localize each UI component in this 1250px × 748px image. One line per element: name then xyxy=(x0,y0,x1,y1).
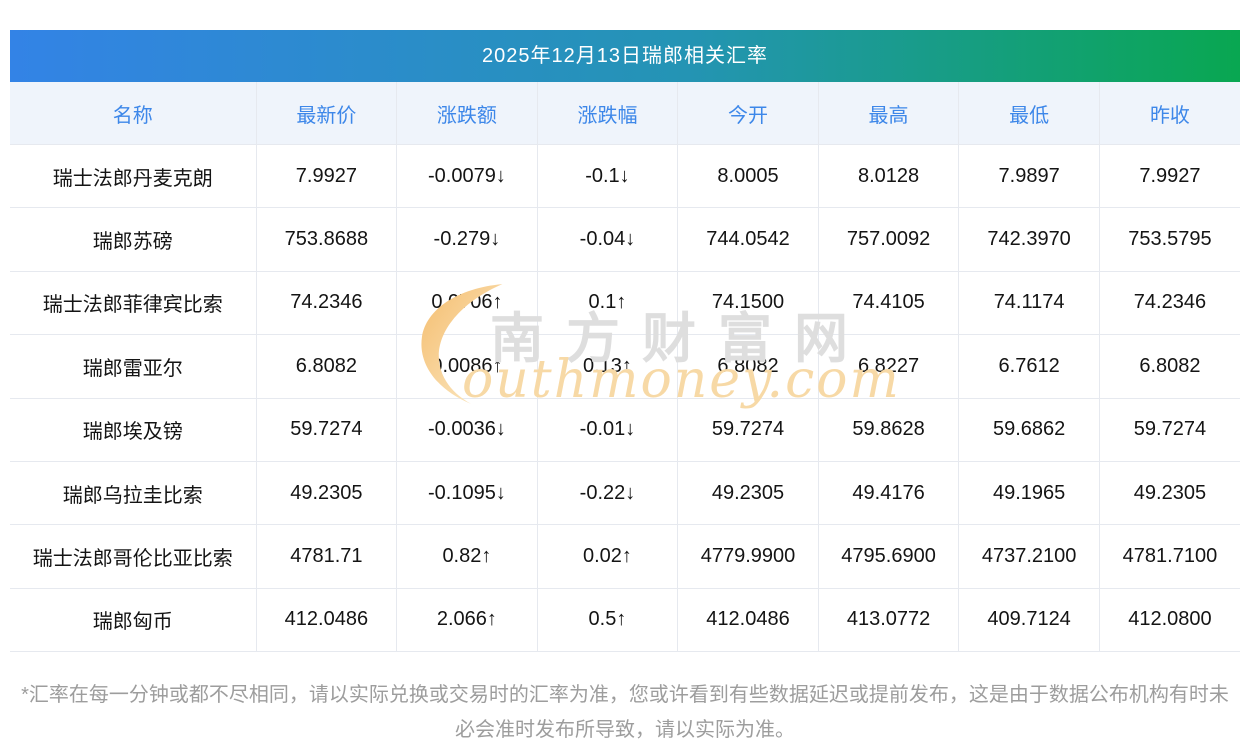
cell-open: 8.0005 xyxy=(677,143,819,208)
table-row: 瑞郎乌拉圭比索 49.2305 -0.1095↓ -0.22↓ 49.2305 49.41… xyxy=(10,460,1240,525)
cell-name: 瑞郎雷亚尔 xyxy=(10,334,257,399)
table-header-row: 名称 最新价 涨跌额 涨跌幅 今开 最高 最低 昨收 xyxy=(10,82,1240,145)
cell-name: 瑞郎乌拉圭比索 xyxy=(10,460,257,525)
cell-last-price: 49.2305 xyxy=(256,460,398,525)
cell-low: 7.9897 xyxy=(958,143,1100,208)
cell-low: 49.1965 xyxy=(958,460,1100,525)
cell-change-percent: -0.22↓ xyxy=(537,460,679,525)
cell-name: 瑞郎苏磅 xyxy=(10,207,257,272)
cell-change-percent: 0.5↑ xyxy=(537,587,679,653)
column-header-4: 今开 xyxy=(677,82,819,145)
cell-last-price: 74.2346 xyxy=(256,270,398,335)
cell-change-amount: 0.82↑ xyxy=(396,524,538,589)
cell-change-percent: 0.02↑ xyxy=(537,524,679,589)
cell-prev-close: 4781.7100 xyxy=(1099,524,1240,589)
cell-high: 4795.6900 xyxy=(818,524,960,589)
column-header-5: 最高 xyxy=(818,82,960,145)
cell-prev-close: 7.9927 xyxy=(1099,143,1240,208)
cell-high: 6.8227 xyxy=(818,334,960,399)
cell-open: 6.8082 xyxy=(677,334,819,399)
cell-low: 409.7124 xyxy=(958,587,1100,653)
cell-prev-close: 74.2346 xyxy=(1099,270,1240,335)
cell-high: 49.4176 xyxy=(818,460,960,525)
cell-high: 74.4105 xyxy=(818,270,960,335)
cell-change-amount: -0.0079↓ xyxy=(396,143,538,208)
table-row: 瑞士法郎菲律宾比索 74.2346 0.0706↑ 0.1↑ 74.1500 74.410… xyxy=(10,270,1240,335)
cell-change-percent: 0.1↑ xyxy=(537,270,679,335)
exchange-rate-widget: 2025年12月13日瑞郎相关汇率 名称 最新价 涨跌额 涨跌幅 今开 最高 最低 昨收 瑞士… xyxy=(10,30,1240,748)
cell-change-amount: -0.1095↓ xyxy=(396,460,538,525)
column-header-1: 最新价 xyxy=(256,82,398,145)
rate-table-body: 瑞士法郎丹麦克朗 7.9927 -0.0079↓ -0.1↓ 8.0005 8.0128 7… xyxy=(10,143,1240,653)
exchange-rate-table: 名称 最新价 涨跌额 涨跌幅 今开 最高 最低 昨收 瑞士法郎丹麦克朗 7.9927 -0.007… xyxy=(10,82,1240,653)
cell-open: 744.0542 xyxy=(677,207,819,272)
column-header-3: 涨跌幅 xyxy=(537,82,679,145)
table-row: 瑞郎苏磅 753.8688 -0.279↓ -0.04↓ 744.0542 757.009… xyxy=(10,207,1240,272)
table-row: 瑞郎雷亚尔 6.8082 0.0086↑ 0.13↑ 6.8082 6.8227 6.761… xyxy=(10,334,1240,399)
cell-last-price: 6.8082 xyxy=(256,334,398,399)
cell-open: 412.0486 xyxy=(677,587,819,653)
cell-open: 49.2305 xyxy=(677,460,819,525)
cell-change-percent: 0.13↑ xyxy=(537,334,679,399)
cell-name: 瑞郎匈币 xyxy=(10,587,257,653)
cell-last-price: 4781.71 xyxy=(256,524,398,589)
table-row: 瑞士法郎丹麦克朗 7.9927 -0.0079↓ -0.1↓ 8.0005 8.0128 7… xyxy=(10,143,1240,208)
cell-name: 瑞士法郎哥伦比亚比索 xyxy=(10,524,257,589)
table-row: 瑞士法郎哥伦比亚比索 4781.71 0.82↑ 0.02↑ 4779.9900 4795… xyxy=(10,524,1240,589)
cell-high: 413.0772 xyxy=(818,587,960,653)
cell-change-amount: 0.0086↑ xyxy=(396,334,538,399)
cell-high: 757.0092 xyxy=(818,207,960,272)
cell-low: 74.1174 xyxy=(958,270,1100,335)
table-row: 瑞郎匈币 412.0486 2.066↑ 0.5↑ 412.0486 413.0772 40… xyxy=(10,587,1240,653)
page-title: 2025年12月13日瑞郎相关汇率 xyxy=(10,30,1240,82)
cell-low: 742.3970 xyxy=(958,207,1100,272)
table-row: 瑞郎埃及镑 59.7274 -0.0036↓ -0.01↓ 59.7274 59.8628… xyxy=(10,397,1240,462)
cell-prev-close: 412.0800 xyxy=(1099,587,1240,653)
cell-change-percent: -0.04↓ xyxy=(537,207,679,272)
disclaimer-text: *汇率在每一分钟或都不尽相同，请以实际兑换或交易时的汇率为准，您或许看到有些数据… xyxy=(21,684,1229,742)
cell-name: 瑞郎埃及镑 xyxy=(10,397,257,462)
cell-change-amount: -0.279↓ xyxy=(396,207,538,272)
cell-change-amount: -0.0036↓ xyxy=(396,397,538,462)
cell-name: 瑞士法郎丹麦克朗 xyxy=(10,143,257,208)
column-header-7: 昨收 xyxy=(1099,82,1240,145)
cell-change-amount: 2.066↑ xyxy=(396,587,538,653)
column-header-6: 最低 xyxy=(958,82,1100,145)
cell-open: 74.1500 xyxy=(677,270,819,335)
cell-last-price: 412.0486 xyxy=(256,587,398,653)
cell-low: 6.7612 xyxy=(958,334,1100,399)
cell-change-amount: 0.0706↑ xyxy=(396,270,538,335)
cell-open: 4779.9900 xyxy=(677,524,819,589)
cell-low: 59.6862 xyxy=(958,397,1100,462)
cell-high: 8.0128 xyxy=(818,143,960,208)
cell-last-price: 753.8688 xyxy=(256,207,398,272)
cell-last-price: 7.9927 xyxy=(256,143,398,208)
cell-prev-close: 6.8082 xyxy=(1099,334,1240,399)
cell-prev-close: 49.2305 xyxy=(1099,460,1240,525)
column-header-0: 名称 xyxy=(10,82,257,145)
cell-change-percent: -0.01↓ xyxy=(537,397,679,462)
cell-last-price: 59.7274 xyxy=(256,397,398,462)
column-header-2: 涨跌额 xyxy=(396,82,538,145)
cell-low: 4737.2100 xyxy=(958,524,1100,589)
cell-open: 59.7274 xyxy=(677,397,819,462)
cell-change-percent: -0.1↓ xyxy=(537,143,679,208)
cell-name: 瑞士法郎菲律宾比索 xyxy=(10,270,257,335)
cell-prev-close: 59.7274 xyxy=(1099,397,1240,462)
cell-prev-close: 753.5795 xyxy=(1099,207,1240,272)
cell-high: 59.8628 xyxy=(818,397,960,462)
